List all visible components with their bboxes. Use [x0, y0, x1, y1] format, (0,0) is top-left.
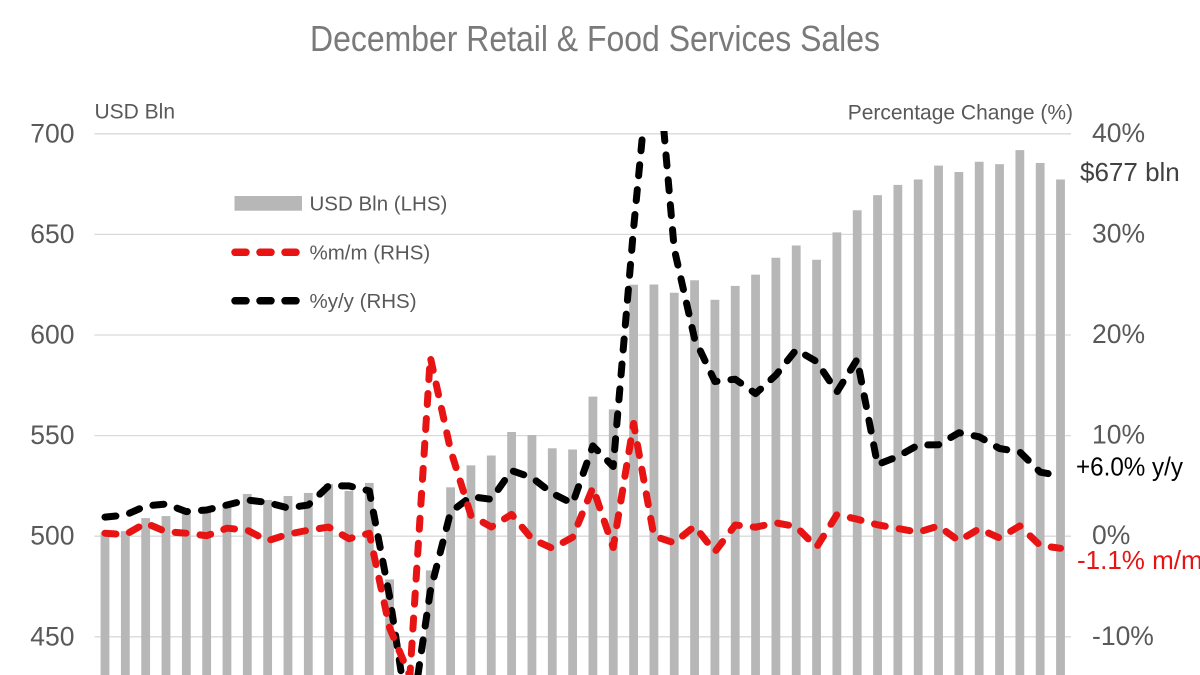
svg-text:USD Bln (LHS): USD Bln (LHS) — [310, 193, 448, 216]
svg-text:$677 bln: $677 bln — [1080, 157, 1180, 187]
svg-text:20%: 20% — [1092, 319, 1145, 349]
svg-text:500: 500 — [30, 521, 74, 551]
svg-text:-1.1% m/m: -1.1% m/m — [1077, 545, 1200, 575]
svg-text:650: 650 — [30, 219, 74, 249]
svg-text:0%: 0% — [1092, 520, 1130, 550]
svg-text:December Retail & Food Service: December Retail & Food Services Sales — [310, 18, 880, 59]
svg-text:40%: 40% — [1092, 118, 1145, 148]
svg-text:450: 450 — [30, 621, 74, 651]
svg-text:30%: 30% — [1092, 218, 1145, 248]
svg-text:%y/y (RHS): %y/y (RHS) — [310, 290, 417, 313]
svg-text:+6.0% y/y: +6.0% y/y — [1076, 452, 1183, 482]
svg-text:10%: 10% — [1092, 420, 1145, 450]
svg-text:-10%: -10% — [1092, 621, 1154, 651]
svg-text:600: 600 — [30, 320, 74, 350]
svg-text:Percentage Change (%): Percentage Change (%) — [848, 102, 1073, 125]
svg-text:550: 550 — [30, 420, 74, 450]
svg-text:700: 700 — [30, 118, 74, 148]
svg-text:USD Bln: USD Bln — [95, 101, 176, 124]
svg-text:%m/m (RHS): %m/m (RHS) — [310, 242, 431, 265]
